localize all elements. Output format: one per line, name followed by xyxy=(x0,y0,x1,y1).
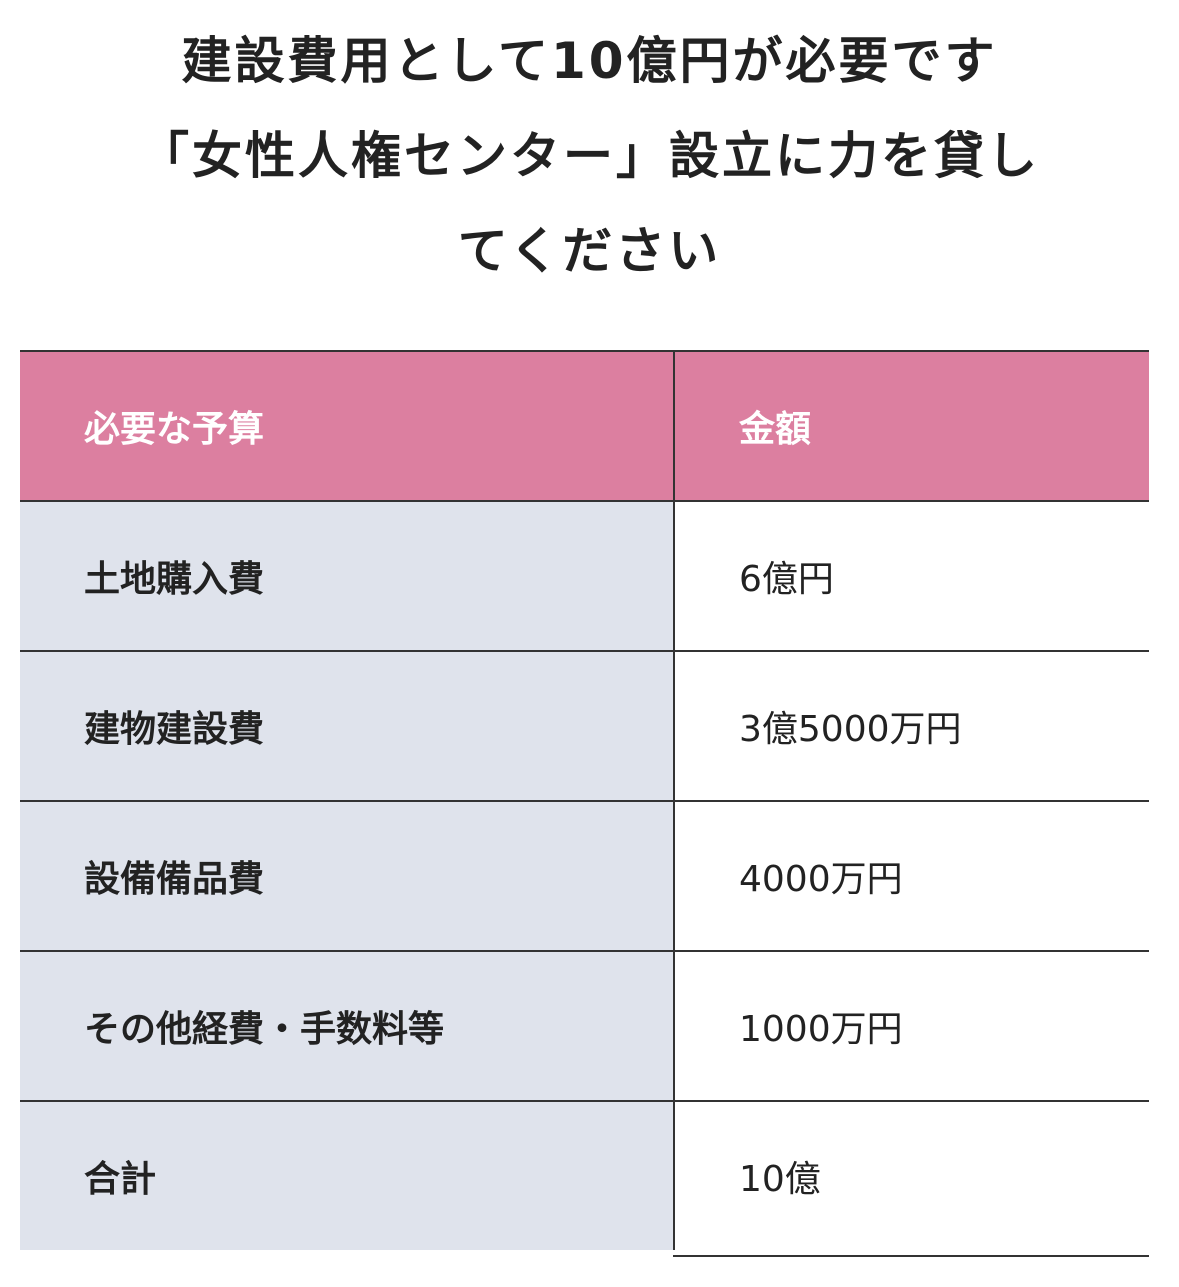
amount: 3億5000万円 xyxy=(673,652,1149,800)
title-line: てください xyxy=(457,222,722,280)
budget-item: 土地購入費 xyxy=(20,502,673,650)
budget-table: 必要な予算 金額 土地購入費 6億円 建物建設費 3億5000万円 設備備品費 … xyxy=(20,350,1149,1250)
header-amount: 金額 xyxy=(673,352,1149,500)
amount: 1000万円 xyxy=(673,952,1149,1100)
budget-item: その他経費・手数料等 xyxy=(20,952,673,1100)
title-line: 建設費用として10億円が必要です xyxy=(181,32,998,90)
table-row: 建物建設費 3億5000万円 xyxy=(20,650,1149,800)
title-line: 「女性人権センター」設立に力を貸し xyxy=(139,127,1040,185)
table-row: その他経費・手数料等 1000万円 xyxy=(20,950,1149,1100)
table-row: 土地購入費 6億円 xyxy=(20,500,1149,650)
header-budget-item: 必要な予算 xyxy=(20,352,673,500)
amount: 4000万円 xyxy=(673,802,1149,950)
budget-item: 設備備品費 xyxy=(20,802,673,950)
table-row-total: 合計 10億 xyxy=(20,1100,1149,1250)
table-header-row: 必要な予算 金額 xyxy=(20,350,1149,500)
table-bottom-border xyxy=(673,1255,1149,1257)
page-title: 建設費用として10億円が必要です 「女性人権センター」設立に力を貸し てください xyxy=(20,14,1159,299)
total-label: 合計 xyxy=(20,1102,673,1250)
amount: 6億円 xyxy=(673,502,1149,650)
table-row: 設備備品費 4000万円 xyxy=(20,800,1149,950)
total-amount: 10億 xyxy=(673,1102,1149,1250)
budget-item: 建物建設費 xyxy=(20,652,673,800)
